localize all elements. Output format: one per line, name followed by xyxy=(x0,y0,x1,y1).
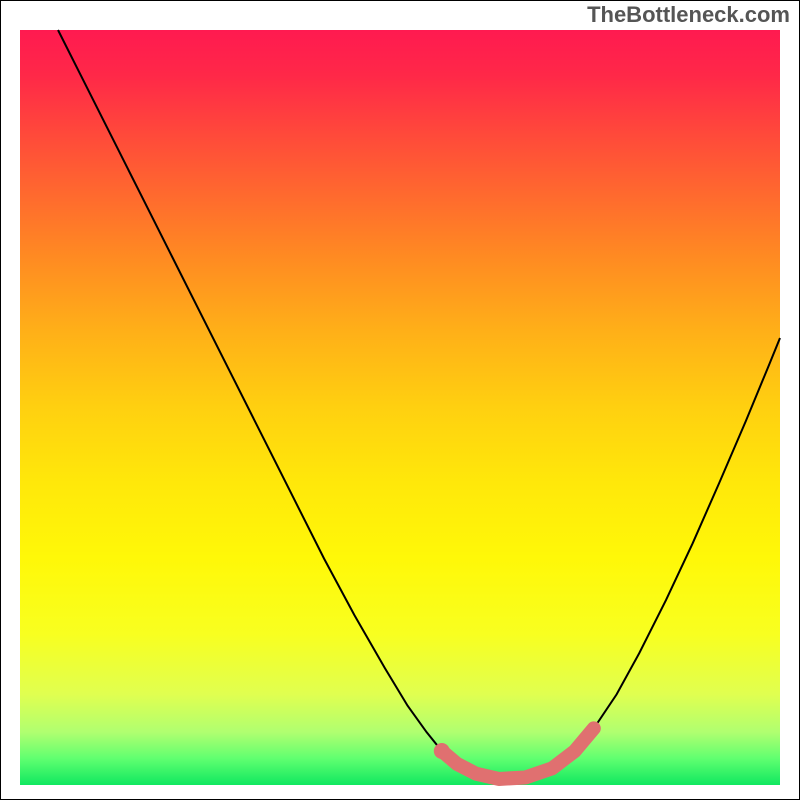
plot-background xyxy=(20,30,780,785)
optimal-point-marker xyxy=(434,743,450,759)
watermark-text: TheBottleneck.com xyxy=(587,2,790,28)
chart-container: TheBottleneck.com xyxy=(0,0,800,800)
chart-svg xyxy=(0,0,800,800)
